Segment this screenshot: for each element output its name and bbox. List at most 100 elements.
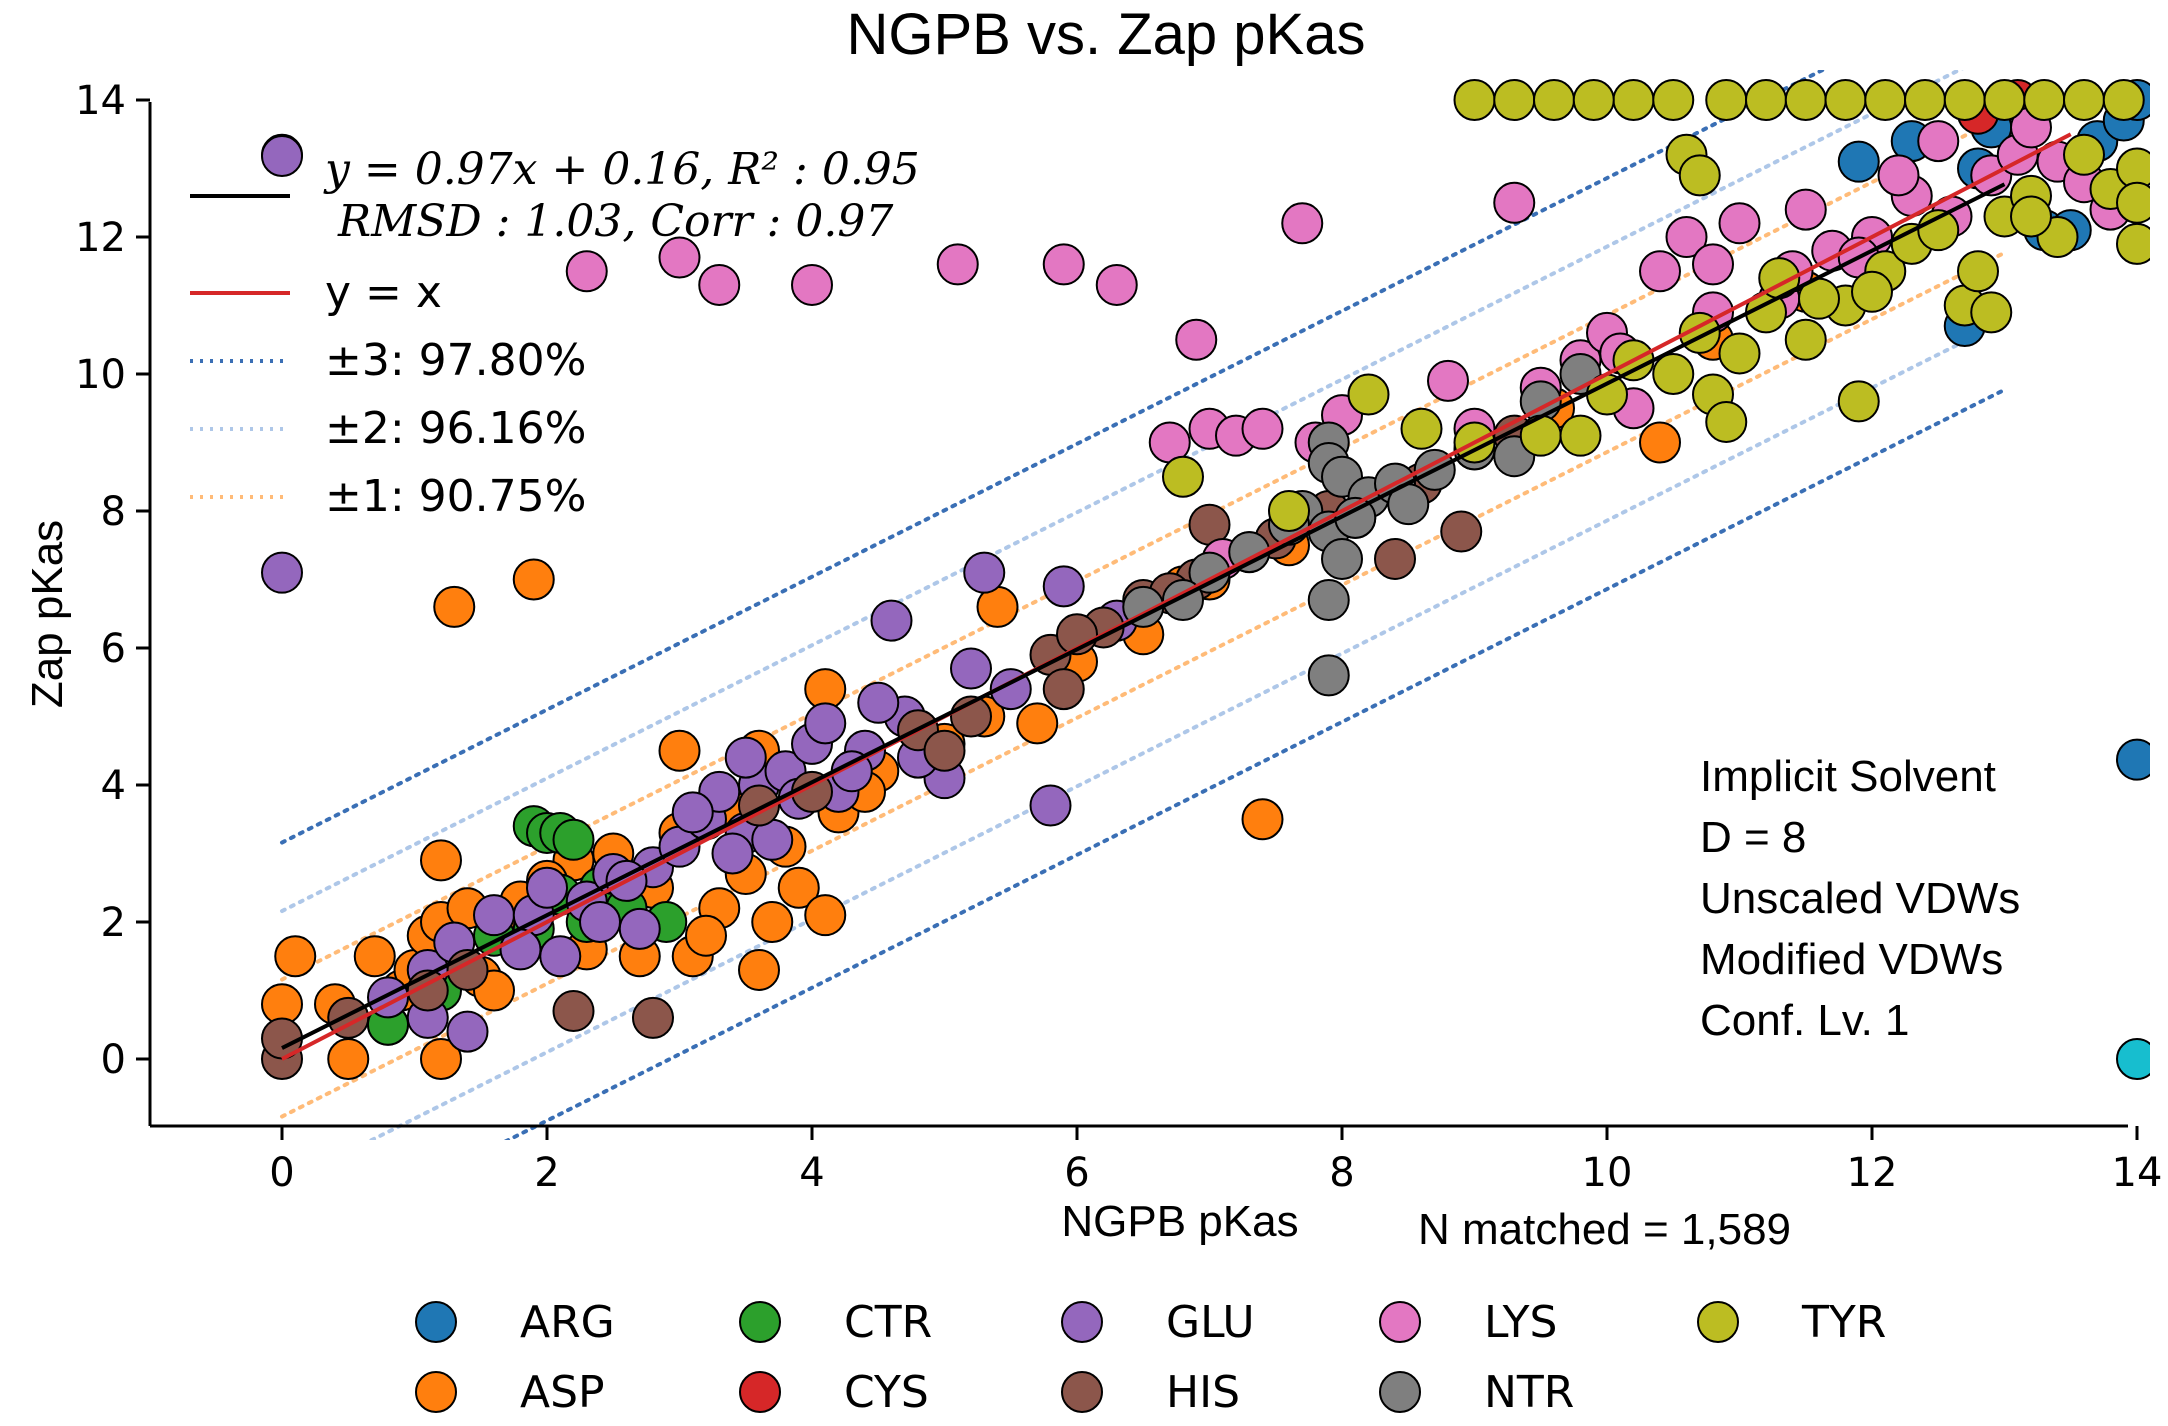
point-asp (420, 839, 462, 882)
point-tyr (1864, 79, 1907, 121)
point-tyr (2116, 181, 2150, 224)
point-lys (791, 263, 833, 306)
point-tyr (1904, 79, 1946, 121)
legend-marker-cys (739, 1371, 781, 1413)
point-asp (353, 935, 396, 978)
legend-marker-ntr (1379, 1371, 1421, 1413)
legend-label-cys: CYS (844, 1367, 929, 1418)
point-tyr (1784, 318, 1827, 361)
point-ntr (1321, 537, 1363, 580)
chart-title: NGPB vs. Zap pKas (847, 2, 1366, 67)
point-lys (1493, 181, 1536, 224)
point-tyr (2063, 79, 2105, 121)
point-lys (1692, 243, 1734, 286)
legend-marker-his (1061, 1371, 1103, 1413)
point-glu (1029, 784, 1072, 827)
point-his (1374, 537, 1416, 580)
point-asp (751, 901, 794, 943)
point-tyr (1572, 79, 1615, 121)
fit-line (281, 182, 2006, 1050)
annotation-line: Modified VDWs (1700, 935, 2003, 984)
point-tyr (1943, 79, 1986, 121)
legend-marker-asp (415, 1371, 457, 1413)
y-tick-label: 10 (75, 352, 126, 398)
point-lys (1877, 154, 1920, 197)
y-tick-label: 14 (75, 78, 126, 124)
x-tick-label: 2 (534, 1150, 559, 1196)
point-tyr (1493, 79, 1536, 121)
identity-label: y = x (325, 267, 442, 318)
point-glu (539, 935, 582, 978)
point-tyr (1268, 490, 1310, 532)
legend-marker-lys (1379, 1301, 1421, 1343)
point-asp (685, 914, 727, 957)
x-tick-label: 8 (1329, 1150, 1354, 1196)
point-glu (579, 901, 621, 943)
point-glu (526, 866, 568, 909)
point-asp (1241, 798, 1284, 841)
point-glu (950, 647, 992, 690)
point-asp (777, 866, 820, 909)
x-tick-label: 10 (1582, 1150, 1633, 1196)
point-asp (1016, 702, 1059, 745)
point-tyr (1824, 79, 1867, 121)
point-tyr (1533, 79, 1575, 121)
legend-label-tyr: TYR (1801, 1297, 1886, 1348)
point-tyr (1957, 250, 1999, 293)
y-tick-label: 0 (101, 1037, 126, 1083)
annotation-line: D = 8 (1700, 813, 1806, 862)
point-his (1042, 668, 1085, 711)
legend-marker-tyr (1697, 1301, 1739, 1343)
point-arg (2116, 738, 2150, 781)
legend-label-ntr: NTR (1484, 1367, 1574, 1418)
identity-line (281, 132, 2072, 1061)
annotation-line: Implicit Solvent (1700, 752, 1996, 801)
point-glu (711, 832, 754, 875)
residue-legend: ARG CTR GLU LYS TYR ASP CYS HIS NTR (415, 1297, 1886, 1418)
y-tick-label: 12 (75, 215, 126, 261)
point-asp (420, 1038, 462, 1080)
point-asp (804, 894, 847, 937)
point-lys (1665, 216, 1708, 258)
point-tyr (1612, 79, 1655, 121)
point-glu (804, 702, 847, 745)
x-tick-label: 12 (1847, 1150, 1898, 1196)
point-his (923, 729, 966, 772)
point-tyr (1970, 291, 2013, 334)
legend-label-asp: ASP (520, 1367, 605, 1418)
point-glu (446, 1010, 489, 1053)
point-tyr (2023, 79, 2066, 121)
point-asp (738, 948, 780, 991)
point-glu (857, 681, 900, 724)
annotation-line: Conf. Lv. 1 (1700, 996, 1910, 1045)
point-his (1440, 510, 1483, 553)
legend-label-lys: LYS (1484, 1297, 1557, 1348)
point-glu (870, 599, 913, 642)
point-asp (327, 1038, 370, 1080)
band-line-3 (503, 387, 2007, 1140)
point-tyr (1784, 79, 1827, 121)
point-lys (1175, 318, 1218, 361)
x-axis-label: NGPB pKas (1061, 1197, 1298, 1246)
legend-label-ctr: CTR (844, 1297, 932, 1348)
legend-marker-glu (1061, 1301, 1103, 1343)
legend-label-his: HIS (1166, 1367, 1240, 1418)
point-glu (724, 736, 767, 779)
point-glu (1042, 565, 1085, 608)
y-tick-label: 2 (101, 900, 126, 946)
point-lys (1784, 188, 1827, 231)
point-tyr (1652, 79, 1695, 121)
y-tick-label: 8 (101, 489, 126, 535)
legend-marker-arg (415, 1301, 457, 1343)
point-lys (1281, 202, 1324, 245)
fit-legend: y = 0.97x + 0.16, R² : 0.95 RMSD : 1.03,… (190, 135, 920, 522)
point-tyr (1705, 400, 1748, 443)
point-glu (618, 907, 661, 950)
point-lys (1917, 120, 1960, 163)
point-glu (671, 791, 714, 834)
x-tick-label: 4 (799, 1150, 824, 1196)
legend-label-glu: GLU (1166, 1297, 1255, 1348)
y-tick-label: 4 (101, 763, 126, 809)
legend-marker-ctr (739, 1301, 781, 1343)
